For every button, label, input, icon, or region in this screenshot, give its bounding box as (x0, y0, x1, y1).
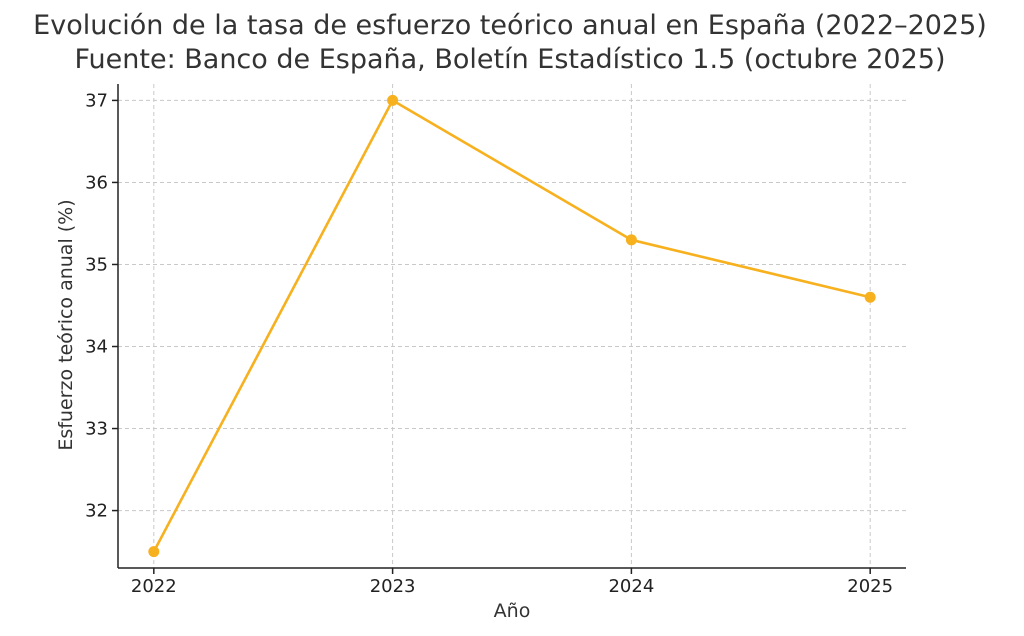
ticks-layer: 32 33 34 35 36 37 2022 2023 2024 2025 (85, 90, 893, 597)
y-tick-label: 37 (85, 90, 108, 111)
y-tick-label: 36 (85, 172, 108, 193)
chart-subtitle: Fuente: Banco de España, Boletín Estadís… (74, 44, 945, 75)
x-tick-label: 2024 (608, 576, 654, 597)
y-tick-label: 33 (85, 419, 108, 440)
y-tick-label: 35 (85, 254, 108, 275)
x-tick-label: 2022 (131, 576, 177, 597)
data-point (625, 234, 637, 246)
y-axis-label: Esfuerzo teórico anual (%) (55, 199, 77, 450)
x-tick-label: 2023 (370, 576, 416, 597)
series-line (152, 99, 871, 553)
y-tick-label: 32 (85, 501, 108, 522)
axes-layer (117, 84, 906, 569)
data-point (387, 94, 399, 106)
data-point (148, 546, 160, 558)
data-point (864, 291, 876, 303)
y-tick-label: 34 (85, 337, 108, 358)
x-axis-label: Año (494, 600, 531, 622)
grid-layer (118, 84, 906, 568)
chart-title: Evolución de la tasa de esfuerzo teórico… (33, 10, 987, 41)
series-layer (148, 94, 876, 558)
x-tick-label: 2025 (847, 576, 893, 597)
